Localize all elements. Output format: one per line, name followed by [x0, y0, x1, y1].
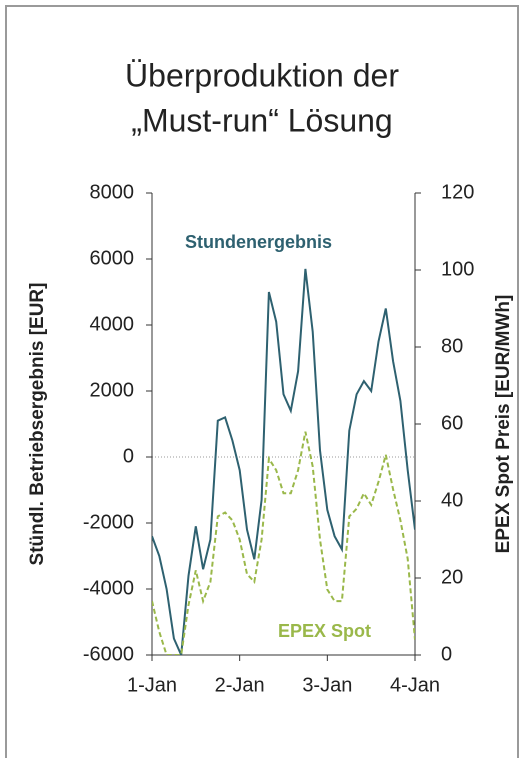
x-tick-label: 4-Jan	[390, 674, 440, 696]
y2-axis-title: EPEX Spot Preis [EUR/MWh]	[493, 295, 514, 554]
y2-tick-label: 60	[441, 412, 463, 434]
y2-tick-label: 100	[441, 258, 474, 280]
y-tick-label: -6000	[83, 643, 134, 665]
y2-tick-label: 20	[441, 566, 463, 588]
series-label: Stundenergebnis	[185, 232, 332, 252]
y-axis-title: Stündl. Betriebsergebnis [EUR]	[27, 283, 48, 566]
y-tick-label: 2000	[90, 379, 135, 401]
x-tick-label: 1-Jan	[127, 674, 177, 696]
y2-tick-label: 120	[441, 181, 474, 203]
frame	[5, 5, 519, 758]
y-tick-label: -4000	[83, 577, 134, 599]
x-tick-label: 2-Jan	[215, 674, 265, 696]
y2-tick-label: 0	[441, 643, 452, 665]
y2-tick-label: 40	[441, 489, 463, 511]
y2-tick-label: 80	[441, 335, 463, 357]
chart-title: „Must-run“ Lösung	[131, 102, 392, 138]
series-label: EPEX Spot	[278, 621, 371, 641]
y-tick-label: 4000	[90, 313, 135, 335]
y-tick-label: -2000	[83, 511, 134, 533]
y-tick-label: 8000	[90, 181, 135, 203]
series-line	[152, 431, 415, 655]
y-tick-label: 0	[123, 445, 134, 467]
series-line	[152, 268, 415, 655]
y-tick-label: 6000	[90, 247, 135, 269]
x-tick-label: 3-Jan	[302, 674, 352, 696]
chart-title: Überproduktion der	[125, 57, 399, 93]
